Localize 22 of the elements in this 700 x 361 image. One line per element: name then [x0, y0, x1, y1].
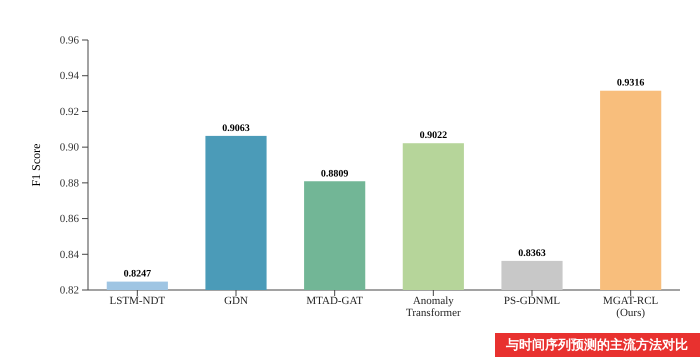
y-tick-label: 0.82: [60, 284, 79, 297]
data-label: 0.9063: [222, 122, 250, 134]
x-tick-label: MGAT-RCL (Ours): [603, 295, 659, 319]
text: 与时间序列预测的主流方法对比: [505, 337, 688, 353]
y-tick-label: 0.84: [60, 248, 80, 261]
y-tick-label: 0.94: [60, 70, 80, 82]
y-axis-title: F1 Score: [29, 144, 43, 186]
y-tick-label: 0.92: [60, 106, 79, 118]
y-tick-label: 0.88: [60, 177, 80, 190]
data-label: 0.9316: [616, 78, 644, 89]
x-tick-label: MTAD-GAT: [306, 295, 364, 307]
x-tick-label: PS-GDNML: [504, 295, 560, 307]
data-label: 0.8809: [320, 168, 348, 180]
data-label: 0.9022: [420, 130, 448, 142]
y-tick-label: 0.96: [60, 34, 80, 47]
x-tick-label: GDN: [224, 295, 248, 307]
x-tick-label: Anomaly Transformer: [406, 295, 461, 319]
y-tick-label: 0.90: [60, 142, 80, 154]
data-label: 0.8247: [124, 268, 152, 280]
y-tick-label: 0.86: [60, 213, 80, 226]
x-tick-label: LSTM-NDT: [110, 295, 166, 307]
data-label: 0.8363: [518, 248, 546, 259]
